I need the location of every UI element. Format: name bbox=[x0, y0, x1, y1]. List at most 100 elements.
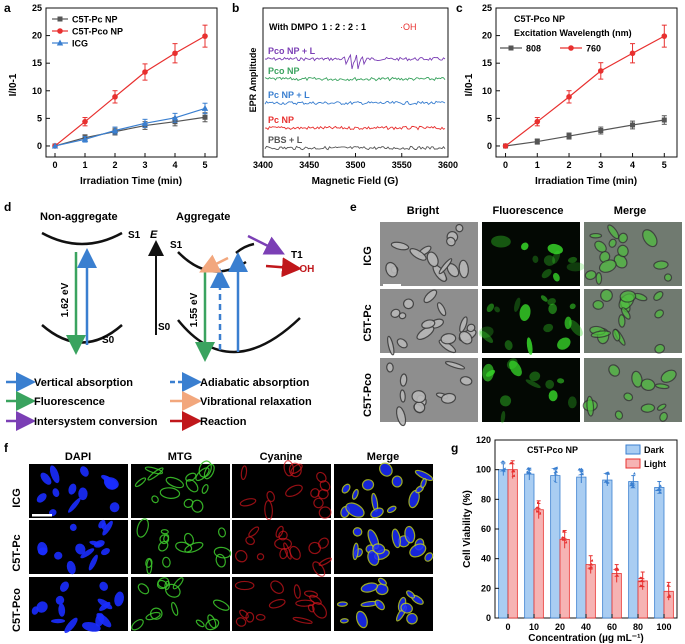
cell bbox=[584, 270, 597, 281]
epr-trace bbox=[264, 100, 446, 106]
cell bbox=[653, 260, 669, 270]
cell bbox=[541, 269, 552, 279]
data-point bbox=[534, 118, 541, 125]
cell bbox=[618, 232, 628, 244]
epr-trace bbox=[264, 53, 446, 70]
cell bbox=[421, 319, 436, 329]
trace-label: Pco NP bbox=[268, 66, 300, 76]
replicate-point bbox=[630, 485, 636, 489]
replicate-point bbox=[535, 509, 542, 513]
cell bbox=[151, 495, 159, 504]
cell bbox=[566, 262, 585, 272]
cell bbox=[440, 333, 457, 345]
cell bbox=[285, 484, 303, 498]
cell bbox=[137, 583, 150, 595]
cell bbox=[526, 337, 533, 355]
cell bbox=[100, 548, 110, 556]
cell bbox=[203, 463, 215, 480]
panel-label-g: g bbox=[451, 441, 458, 455]
cell bbox=[207, 614, 217, 629]
data-point bbox=[629, 50, 636, 57]
replicate-point bbox=[588, 563, 594, 566]
cell bbox=[351, 488, 359, 500]
cell bbox=[440, 392, 457, 404]
cell bbox=[567, 396, 577, 409]
cell bbox=[234, 580, 255, 591]
y-tick-label: 0 bbox=[486, 613, 491, 623]
ylabel-c: I/I0-1 bbox=[464, 73, 475, 96]
cell bbox=[607, 224, 620, 240]
y-tick-label: 80 bbox=[481, 494, 491, 504]
bar bbox=[524, 473, 535, 619]
cell bbox=[458, 259, 469, 279]
replicate-point bbox=[577, 467, 584, 471]
cell bbox=[367, 549, 380, 566]
epr-trace bbox=[264, 76, 446, 82]
row-c5t-pc-f: C5T-Pc bbox=[11, 534, 23, 571]
replicate-point bbox=[656, 491, 662, 494]
axis-ticks-c: 0 1 2 3 4 5 0 5 10 15 20 25 bbox=[482, 3, 667, 170]
x-tick-label: 0 bbox=[52, 160, 57, 170]
cell bbox=[316, 471, 327, 483]
cell bbox=[532, 255, 539, 263]
cell bbox=[372, 543, 386, 555]
cell bbox=[444, 361, 466, 370]
replicate-point bbox=[511, 474, 516, 477]
series-a bbox=[51, 24, 209, 149]
cell bbox=[426, 251, 439, 268]
replicate-point bbox=[501, 467, 506, 470]
legend-label: Light bbox=[644, 459, 666, 469]
ylabel-a: I/I0-1 bbox=[8, 73, 19, 96]
x-tick-label: 5 bbox=[662, 160, 667, 170]
ylabel-g: Cell Viability (%) bbox=[462, 490, 473, 568]
replicate-point bbox=[614, 568, 620, 571]
cell bbox=[195, 467, 210, 482]
cell bbox=[131, 618, 144, 631]
cell bbox=[95, 613, 105, 627]
x-tick-label: 40 bbox=[581, 622, 591, 632]
s1-label-right: S1 bbox=[170, 240, 183, 251]
cell bbox=[50, 618, 66, 624]
data-point bbox=[597, 68, 604, 74]
legend-label: ICG bbox=[72, 39, 88, 49]
cell bbox=[654, 309, 665, 319]
y-tick-label: 15 bbox=[482, 58, 492, 68]
cell bbox=[255, 613, 266, 621]
s0-label-left: S0 bbox=[102, 335, 115, 346]
cell bbox=[438, 258, 453, 275]
cell bbox=[399, 373, 408, 387]
data-point bbox=[202, 33, 208, 39]
cell bbox=[390, 241, 410, 251]
cell bbox=[525, 379, 541, 389]
cell bbox=[399, 389, 406, 403]
cell bbox=[172, 577, 184, 590]
axis-ticks-a: 0 1 2 3 4 5 0 5 10 15 20 25 bbox=[32, 3, 208, 170]
y-tick-label: 5 bbox=[487, 113, 492, 123]
cell bbox=[239, 498, 257, 507]
cell bbox=[400, 602, 413, 614]
label-non-aggregate: Non-aggregate bbox=[40, 211, 118, 223]
col-merge-f: Merge bbox=[367, 451, 399, 463]
cell bbox=[310, 488, 320, 498]
cell bbox=[491, 235, 511, 248]
cell bbox=[293, 584, 301, 599]
cell bbox=[543, 255, 556, 266]
x-tick-label: 1 bbox=[82, 160, 87, 170]
cell bbox=[374, 599, 385, 611]
cell bbox=[411, 390, 427, 404]
data-point bbox=[201, 104, 209, 111]
title-g: C5T-Pco NP bbox=[527, 445, 578, 455]
cell bbox=[540, 295, 548, 302]
cell bbox=[40, 472, 52, 485]
cell bbox=[640, 403, 656, 413]
micrograph-mtg bbox=[131, 464, 230, 518]
cell bbox=[436, 302, 447, 317]
s1-curve-left bbox=[41, 231, 123, 246]
cell bbox=[146, 558, 153, 575]
data-point bbox=[142, 69, 148, 75]
x-tick-label: 3400 bbox=[253, 160, 273, 170]
cell bbox=[205, 618, 220, 631]
title-c: C5T-Pco NP bbox=[514, 14, 565, 24]
cell bbox=[336, 601, 348, 607]
cell bbox=[275, 525, 284, 538]
